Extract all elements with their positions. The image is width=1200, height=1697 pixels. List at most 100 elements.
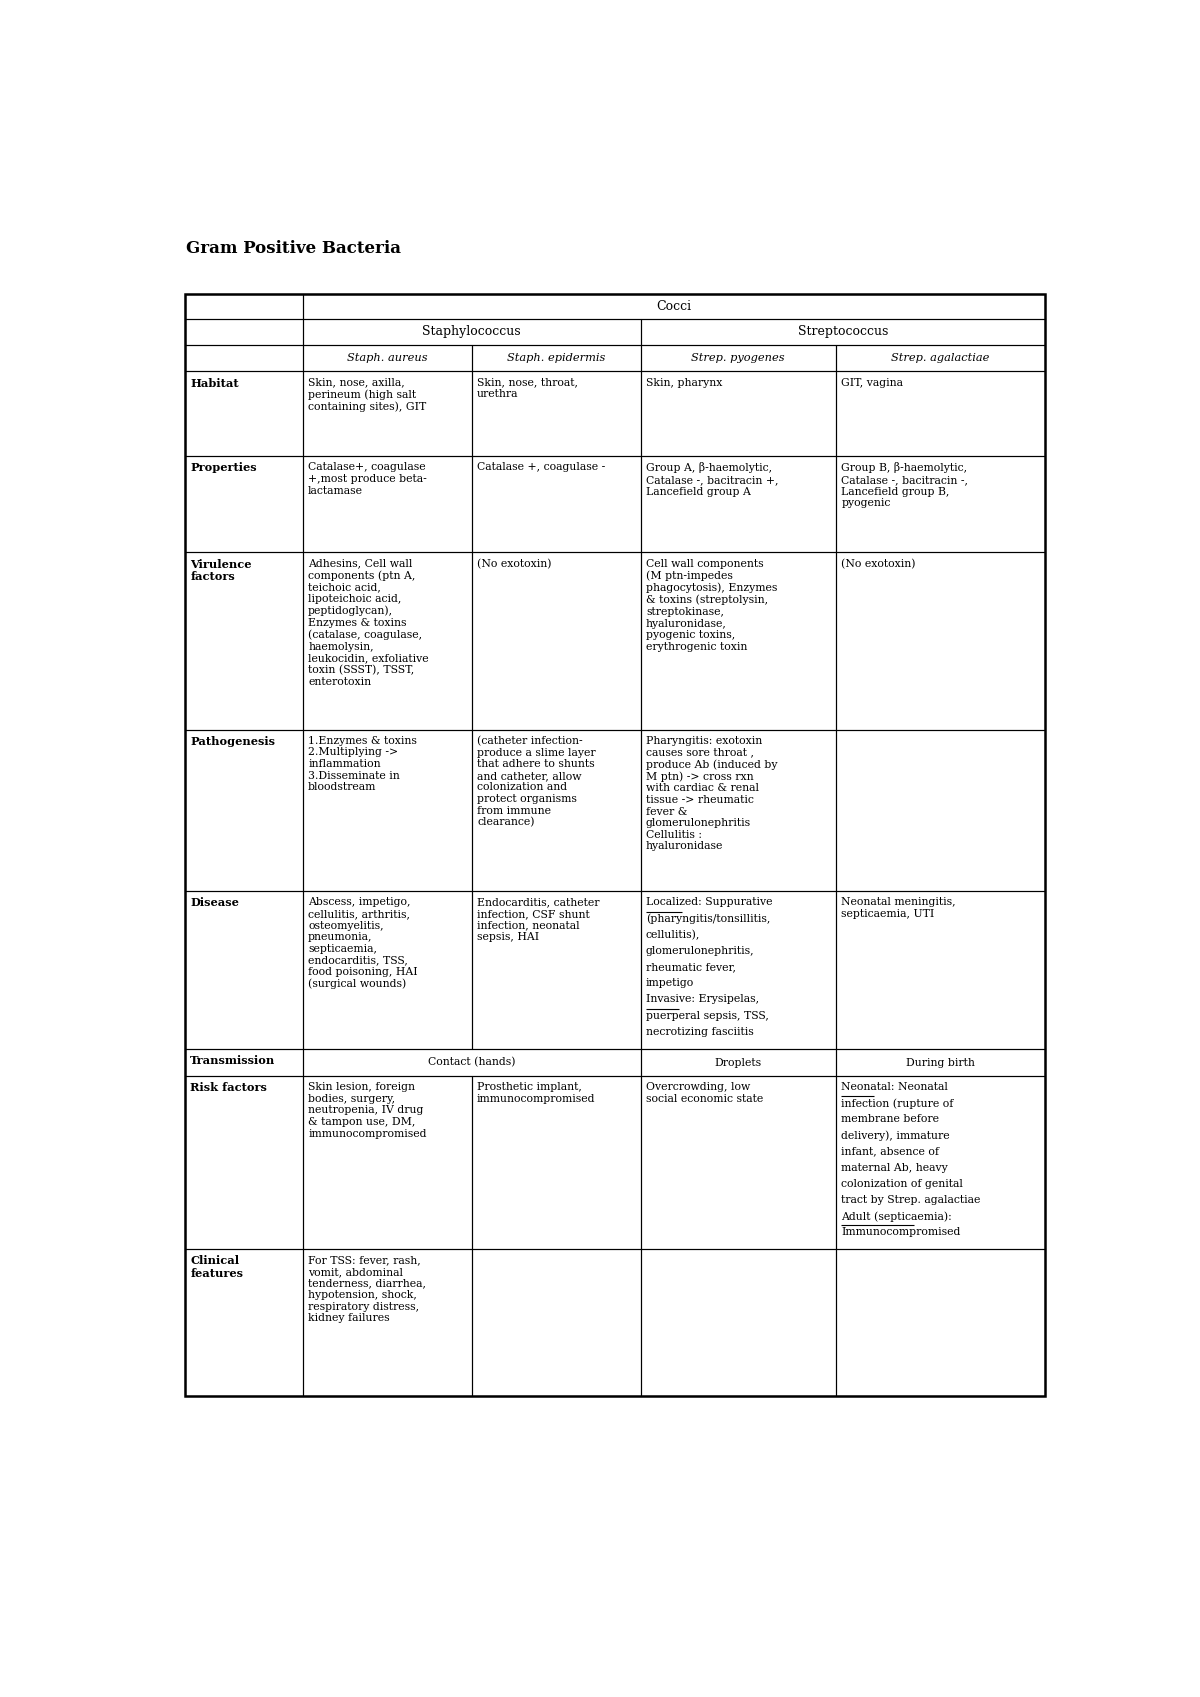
Text: Properties: Properties	[191, 462, 257, 473]
Bar	[185, 372, 302, 456]
Text: necrotizing fasciitis: necrotizing fasciitis	[646, 1027, 754, 1037]
Bar	[302, 553, 472, 730]
Bar	[836, 1076, 1045, 1249]
Text: 1.Enzymes & toxins
2.Multiplying ->
inflammation
3.Disseminate in
bloodstream: 1.Enzymes & toxins 2.Multiplying -> infl…	[308, 736, 416, 792]
Text: Immunocompromised: Immunocompromised	[841, 1227, 961, 1237]
Text: Neonatal meningitis,
septicaemia, UTI: Neonatal meningitis, septicaemia, UTI	[841, 898, 956, 920]
Text: membrane before: membrane before	[841, 1115, 940, 1125]
Bar	[302, 730, 472, 891]
Text: Risk factors: Risk factors	[191, 1083, 268, 1093]
Text: puerperal sepsis, TSS,: puerperal sepsis, TSS,	[646, 1011, 769, 1020]
Text: Catalase+, coagulase
+,most produce beta-
lactamase: Catalase+, coagulase +,most produce beta…	[308, 462, 427, 496]
Bar	[641, 456, 836, 553]
Text: Endocarditis, catheter
infection, CSF shunt
infection, neonatal
sepsis, HAI: Endocarditis, catheter infection, CSF sh…	[478, 898, 600, 942]
Text: Staphylococcus: Staphylococcus	[422, 326, 521, 338]
Text: During birth: During birth	[906, 1057, 974, 1067]
Text: Disease: Disease	[191, 898, 239, 908]
Text: Pharyngitis: exotoxin
causes sore throat ,
produce Ab (induced by
M ptn) -> cros: Pharyngitis: exotoxin causes sore throat…	[646, 736, 778, 852]
Bar	[641, 1049, 836, 1076]
Text: (No exotoxin): (No exotoxin)	[478, 558, 552, 568]
Text: Contact (hands): Contact (hands)	[428, 1057, 515, 1067]
Text: For TSS: fever, rash,
vomit, abdominal
tenderness, diarrhea,
hypotension, shock,: For TSS: fever, rash, vomit, abdominal t…	[308, 1256, 426, 1324]
Bar	[472, 1076, 641, 1249]
Text: (pharyngitis/tonsillitis,: (pharyngitis/tonsillitis,	[646, 913, 770, 925]
Bar	[836, 730, 1045, 891]
Bar	[472, 553, 641, 730]
Text: Gram Positive Bacteria: Gram Positive Bacteria	[186, 239, 402, 256]
Text: infection (rupture of: infection (rupture of	[841, 1098, 954, 1108]
Text: Group B, β-haemolytic,
Catalase -, bacitracin -,
Lancefield group B,
pyogenic: Group B, β-haemolytic, Catalase -, bacit…	[841, 462, 968, 507]
Bar	[472, 456, 641, 553]
Text: Neonatal: Neonatal: Neonatal: Neonatal	[841, 1083, 948, 1093]
Bar	[185, 456, 302, 553]
Bar	[302, 891, 472, 1049]
Text: Overcrowding, low
social economic state: Overcrowding, low social economic state	[646, 1083, 763, 1103]
Text: impetigo: impetigo	[646, 977, 695, 988]
Text: Streptococcus: Streptococcus	[798, 326, 888, 338]
Bar	[472, 891, 641, 1049]
Bar	[302, 456, 472, 553]
Bar	[185, 730, 302, 891]
Bar	[641, 319, 1045, 344]
Bar	[641, 1076, 836, 1249]
Text: Catalase +, coagulase -: Catalase +, coagulase -	[478, 462, 605, 472]
Text: tract by Strep. agalactiae: tract by Strep. agalactiae	[841, 1195, 980, 1205]
Text: Strep. pyogenes: Strep. pyogenes	[691, 353, 785, 363]
Bar	[185, 344, 302, 372]
Text: rheumatic fever,: rheumatic fever,	[646, 962, 736, 972]
Bar	[641, 372, 836, 456]
Bar	[641, 344, 836, 372]
Bar	[302, 1076, 472, 1249]
Text: Abscess, impetigo,
cellulitis, arthritis,
osteomyelitis,
pneumonia,
septicaemia,: Abscess, impetigo, cellulitis, arthritis…	[308, 898, 418, 989]
Bar	[185, 1049, 302, 1076]
Bar	[836, 1249, 1045, 1395]
Text: Staph. aureus: Staph. aureus	[347, 353, 427, 363]
Bar	[472, 372, 641, 456]
Text: Virulence
factors: Virulence factors	[191, 558, 252, 582]
Bar	[185, 553, 302, 730]
Text: delivery), immature: delivery), immature	[841, 1130, 950, 1140]
Bar	[302, 1049, 641, 1076]
Text: Invasive: Erysipelas,: Invasive: Erysipelas,	[646, 994, 760, 1005]
Bar	[836, 891, 1045, 1049]
Bar	[641, 730, 836, 891]
Text: Pathogenesis: Pathogenesis	[191, 736, 275, 747]
Text: Droplets: Droplets	[715, 1057, 762, 1067]
Bar	[472, 1249, 641, 1395]
Bar	[836, 1049, 1045, 1076]
Bar	[641, 553, 836, 730]
Text: (catheter infection-
produce a slime layer
that adhere to shunts
and catheter, a: (catheter infection- produce a slime lay…	[478, 736, 595, 828]
Bar	[836, 553, 1045, 730]
Bar	[472, 730, 641, 891]
Text: Adhesins, Cell wall
components (ptn A,
teichoic acid,
lipoteichoic acid,
peptido: Adhesins, Cell wall components (ptn A, t…	[308, 558, 428, 687]
Text: Cell wall components
(M ptn-impedes
phagocytosis), Enzymes
& toxins (streptolysi: Cell wall components (M ptn-impedes phag…	[646, 558, 778, 652]
Text: (No exotoxin): (No exotoxin)	[841, 558, 916, 568]
Bar	[302, 1249, 472, 1395]
Bar	[641, 1249, 836, 1395]
Text: Transmission: Transmission	[191, 1056, 276, 1066]
Bar	[185, 319, 302, 344]
Bar	[185, 294, 302, 319]
Bar	[302, 372, 472, 456]
Text: Skin, pharynx: Skin, pharynx	[646, 378, 722, 387]
Bar	[302, 344, 472, 372]
Bar	[302, 319, 641, 344]
Text: Prosthetic implant,
immunocompromised: Prosthetic implant, immunocompromised	[478, 1083, 595, 1103]
Text: cellulitis),: cellulitis),	[646, 930, 701, 940]
Bar	[185, 1249, 302, 1395]
Bar	[185, 1076, 302, 1249]
Bar	[185, 294, 1045, 1395]
Bar	[185, 891, 302, 1049]
Text: infant, absence of: infant, absence of	[841, 1147, 940, 1157]
Text: glomerulonephritis,: glomerulonephritis,	[646, 945, 755, 955]
Text: Skin, nose, axilla,
perineum (high salt
containing sites), GIT: Skin, nose, axilla, perineum (high salt …	[308, 378, 426, 412]
Bar	[641, 891, 836, 1049]
Text: Habitat: Habitat	[191, 378, 239, 389]
Text: colonization of genital: colonization of genital	[841, 1179, 964, 1190]
Text: Group A, β-haemolytic,
Catalase -, bacitracin +,
Lancefield group A: Group A, β-haemolytic, Catalase -, bacit…	[646, 462, 779, 497]
Bar	[836, 372, 1045, 456]
Text: Adult (septicaemia):: Adult (septicaemia):	[841, 1212, 952, 1222]
Bar	[302, 294, 1045, 319]
Text: Strep. agalactiae: Strep. agalactiae	[892, 353, 990, 363]
Bar	[836, 456, 1045, 553]
